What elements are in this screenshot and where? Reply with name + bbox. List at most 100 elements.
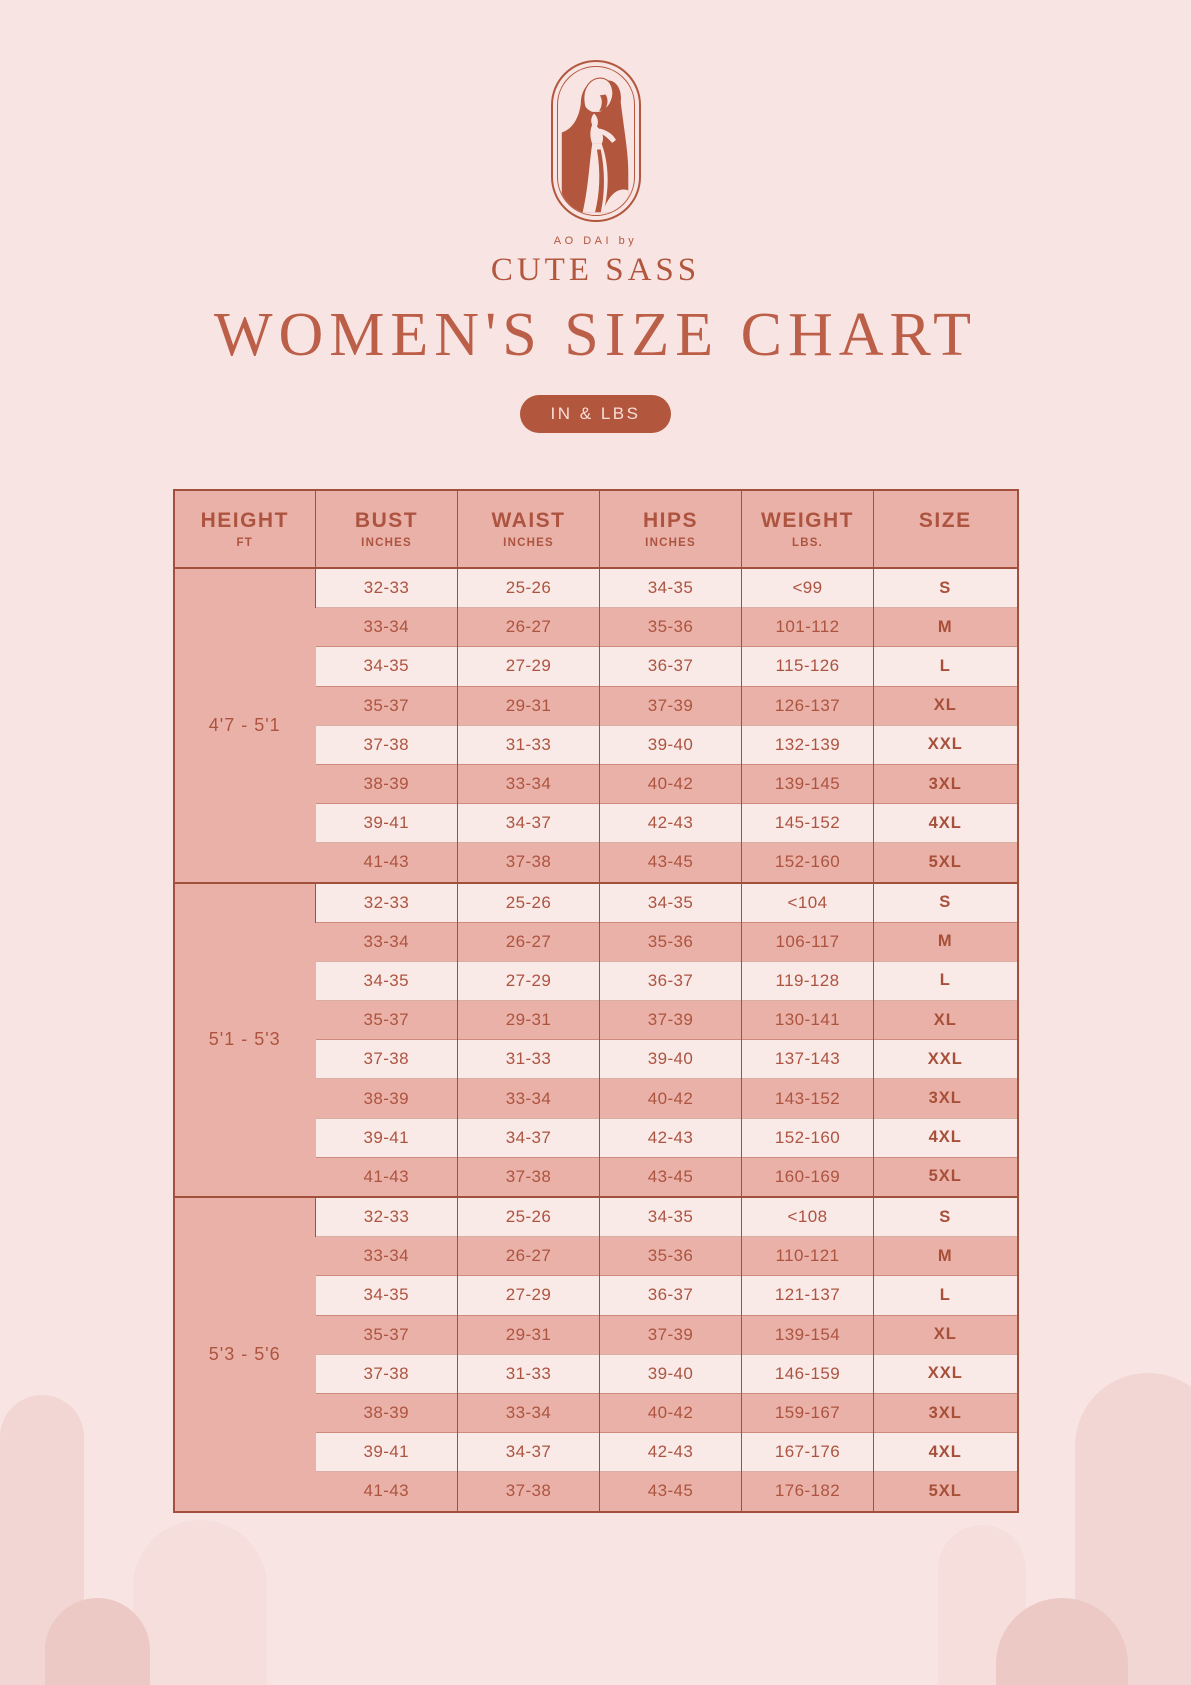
bust-cell: 37-38 <box>315 1039 458 1079</box>
hips-cell: 40-42 <box>599 763 742 804</box>
hips-cell: 39-40 <box>599 1353 742 1394</box>
brand-logo-frame <box>556 66 635 216</box>
size-cell: XL <box>873 1314 1018 1355</box>
hips-cell: 35-36 <box>599 921 742 962</box>
bust-cell: 37-38 <box>315 724 458 765</box>
weight-cell: 143-152 <box>741 1078 874 1119</box>
bust-cell: 35-37 <box>315 685 458 726</box>
size-cell: 3XL <box>873 1078 1018 1119</box>
size-cell: 4XL <box>873 1117 1018 1158</box>
hips-cell: 42-43 <box>599 803 742 843</box>
hips-cell: 37-39 <box>599 1314 742 1355</box>
size-cell: M <box>873 607 1018 647</box>
size-table: HEIGHT FT BUST INCHES WAIST INCHES HIPS INCHES W… <box>172 489 1019 1513</box>
table-row: 37-38 31-33 39-40 137-143 XXL <box>174 1039 1018 1079</box>
size-cell: M <box>873 1236 1018 1276</box>
table-row: 5'3 - 5'6 32-33 25-26 34-35 <108 S <box>173 1196 1018 1512</box>
size-cell: L <box>873 646 1018 687</box>
decorative-arch <box>133 1520 267 1685</box>
table-row: 4'7 - 5'1 32-33 25-26 34-35 <99 S <box>173 567 1018 883</box>
bust-cell: 34-35 <box>315 1275 458 1316</box>
waist-cell: 33-34 <box>457 1078 600 1119</box>
height-range-cell: 4'7 - 5'1 <box>173 568 316 883</box>
brand-logo <box>550 60 641 222</box>
weight-cell: <108 <box>741 1196 874 1237</box>
table-row: 38-39 33-34 40-42 143-152 3XL <box>174 1078 1018 1119</box>
column-header-bust: BUST INCHES <box>315 490 458 569</box>
hips-cell: 43-45 <box>599 1471 742 1512</box>
waist-cell: 33-34 <box>457 763 600 804</box>
hips-cell: 43-45 <box>599 842 742 883</box>
weight-cell: 159-167 <box>741 1392 874 1433</box>
size-cell: S <box>873 567 1018 608</box>
size-cell: S <box>873 881 1018 923</box>
table-row: 35-37 29-31 37-39 130-141 XL <box>174 1000 1018 1040</box>
hips-cell: 34-35 <box>599 881 742 923</box>
weight-cell: 176-182 <box>741 1471 874 1512</box>
weight-cell: 139-145 <box>741 763 874 804</box>
brand-tagline: AO DAI by <box>553 235 638 247</box>
weight-cell: 152-160 <box>741 1117 874 1158</box>
weight-cell: 139-154 <box>741 1314 874 1355</box>
woman-in-ao-dai-icon <box>561 77 628 213</box>
table-row: 34-35 27-29 36-37 115-126 L <box>174 646 1018 687</box>
bust-cell: 35-37 <box>315 1314 458 1355</box>
hips-cell: 43-45 <box>599 1156 742 1197</box>
waist-cell: 27-29 <box>457 646 600 687</box>
table-row: 37-38 31-33 39-40 146-159 XXL <box>174 1353 1018 1394</box>
decorative-arch <box>45 1598 150 1685</box>
bust-cell: 33-34 <box>315 1236 458 1276</box>
column-header-hips: HIPS INCHES <box>599 490 742 569</box>
size-cell: XXL <box>873 1353 1018 1394</box>
table-row: 39-41 34-37 42-43 167-176 4XL <box>174 1432 1018 1472</box>
weight-cell: <99 <box>741 567 874 608</box>
column-header-waist: WAIST INCHES <box>457 490 600 569</box>
weight-cell: 126-137 <box>741 685 874 726</box>
size-cell: XXL <box>873 724 1018 765</box>
waist-cell: 29-31 <box>457 685 600 726</box>
hips-cell: 35-36 <box>599 607 742 647</box>
bust-cell: 39-41 <box>315 1117 458 1158</box>
column-header-height: HEIGHT FT <box>173 490 316 569</box>
size-cell: 4XL <box>873 803 1018 843</box>
table-row: 41-43 37-38 43-45 160-169 5XL <box>174 1156 1018 1197</box>
hips-cell: 42-43 <box>599 1117 742 1158</box>
hips-cell: 40-42 <box>599 1078 742 1119</box>
size-cell: 5XL <box>873 1471 1018 1512</box>
bust-cell: 35-37 <box>315 1000 458 1040</box>
hips-cell: 39-40 <box>599 724 742 765</box>
weight-cell: 152-160 <box>741 842 874 883</box>
hips-cell: 36-37 <box>599 960 742 1001</box>
size-cell: L <box>873 960 1018 1001</box>
table-row: 39-41 34-37 42-43 152-160 4XL <box>174 1117 1018 1158</box>
bust-cell: 38-39 <box>315 763 458 804</box>
waist-cell: 34-37 <box>457 1117 600 1158</box>
size-cell: M <box>873 921 1018 962</box>
page-title: WOMEN'S SIZE CHART <box>214 301 977 369</box>
size-cell: XXL <box>873 1039 1018 1079</box>
table-row: 35-37 29-31 37-39 126-137 XL <box>174 685 1018 726</box>
table-row: 5'1 - 5'3 32-33 25-26 34-35 <104 S <box>173 881 1018 1197</box>
waist-cell: 37-38 <box>457 1471 600 1512</box>
table-row: 35-37 29-31 37-39 139-154 XL <box>174 1314 1018 1355</box>
size-cell: 5XL <box>873 842 1018 883</box>
column-header-weight: WEIGHT LBS. <box>741 490 874 569</box>
weight-cell: 167-176 <box>741 1432 874 1472</box>
hips-cell: 36-37 <box>599 646 742 687</box>
size-cell: 5XL <box>873 1156 1018 1197</box>
waist-cell: 37-38 <box>457 1156 600 1197</box>
waist-cell: 25-26 <box>457 881 600 923</box>
waist-cell: 29-31 <box>457 1000 600 1040</box>
waist-cell: 37-38 <box>457 842 600 883</box>
hips-cell: 36-37 <box>599 1275 742 1316</box>
bust-cell: 32-33 <box>315 567 458 608</box>
bust-cell: 39-41 <box>315 1432 458 1472</box>
size-cell: 4XL <box>873 1432 1018 1472</box>
weight-cell: 121-137 <box>741 1275 874 1316</box>
table-row: 39-41 34-37 42-43 145-152 4XL <box>174 803 1018 843</box>
waist-cell: 34-37 <box>457 1432 600 1472</box>
size-cell: XL <box>873 1000 1018 1040</box>
header-row: HEIGHT FT BUST INCHES WAIST INCHES HIPS INCHES W… <box>173 490 1018 569</box>
bust-cell: 38-39 <box>315 1078 458 1119</box>
bust-cell: 41-43 <box>315 1156 458 1197</box>
